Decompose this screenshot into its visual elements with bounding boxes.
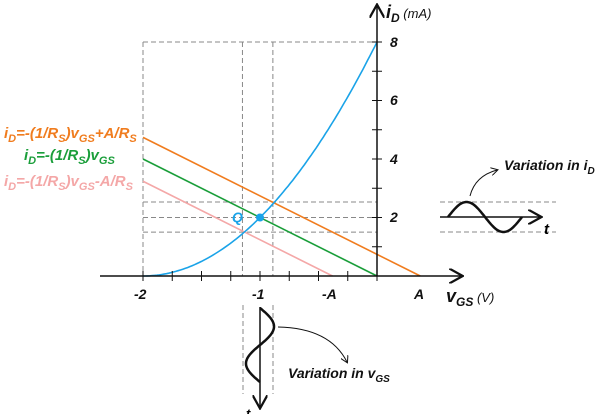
y-tick-label: 6 <box>390 92 398 108</box>
x-tick-labels: -2 -1 -A A <box>134 286 424 302</box>
x-tick-label: -1 <box>252 286 265 302</box>
id-variation-inset: t Variation in iD <box>440 157 595 238</box>
t-axis-label: t <box>246 406 251 414</box>
equation-middle: iD=-(1/RS)vGS <box>24 147 115 167</box>
transfer-curve <box>143 41 378 277</box>
x-axis-label: vGS (V) <box>446 286 494 309</box>
equation-upper: iD=-(1/RS)vGS+A/RS <box>4 125 137 145</box>
y-axis-label: iD (mA) <box>386 2 431 25</box>
guide-lines <box>142 41 377 276</box>
y-tick-label: 8 <box>390 34 398 50</box>
x-marker-neg-a: -A <box>322 286 337 302</box>
q-point <box>256 213 264 222</box>
load-line-upper <box>142 136 421 277</box>
vgs-variation-inset: t Variation in vGS <box>242 305 390 414</box>
x-tick-label: -2 <box>134 286 147 302</box>
y-tick-label: 2 <box>389 209 398 225</box>
t-axis-label: t <box>544 221 550 238</box>
q-label: Q <box>232 209 243 225</box>
load-line-lower <box>142 180 333 277</box>
axes <box>100 6 461 281</box>
load-lines <box>142 136 421 277</box>
equation-lower: iD=-(1/RS)vGS-A/RS <box>4 173 134 193</box>
variation-id-label: Variation in iD <box>504 157 595 177</box>
vgs-sine-wave <box>244 307 276 383</box>
y-tick-label: 4 <box>389 151 398 167</box>
id-sine-wave <box>447 200 523 234</box>
y-tick-labels: 2 4 6 8 <box>389 34 398 225</box>
x-marker-pos-a: A <box>413 286 424 302</box>
variation-vgs-label: Variation in vGS <box>288 365 390 385</box>
